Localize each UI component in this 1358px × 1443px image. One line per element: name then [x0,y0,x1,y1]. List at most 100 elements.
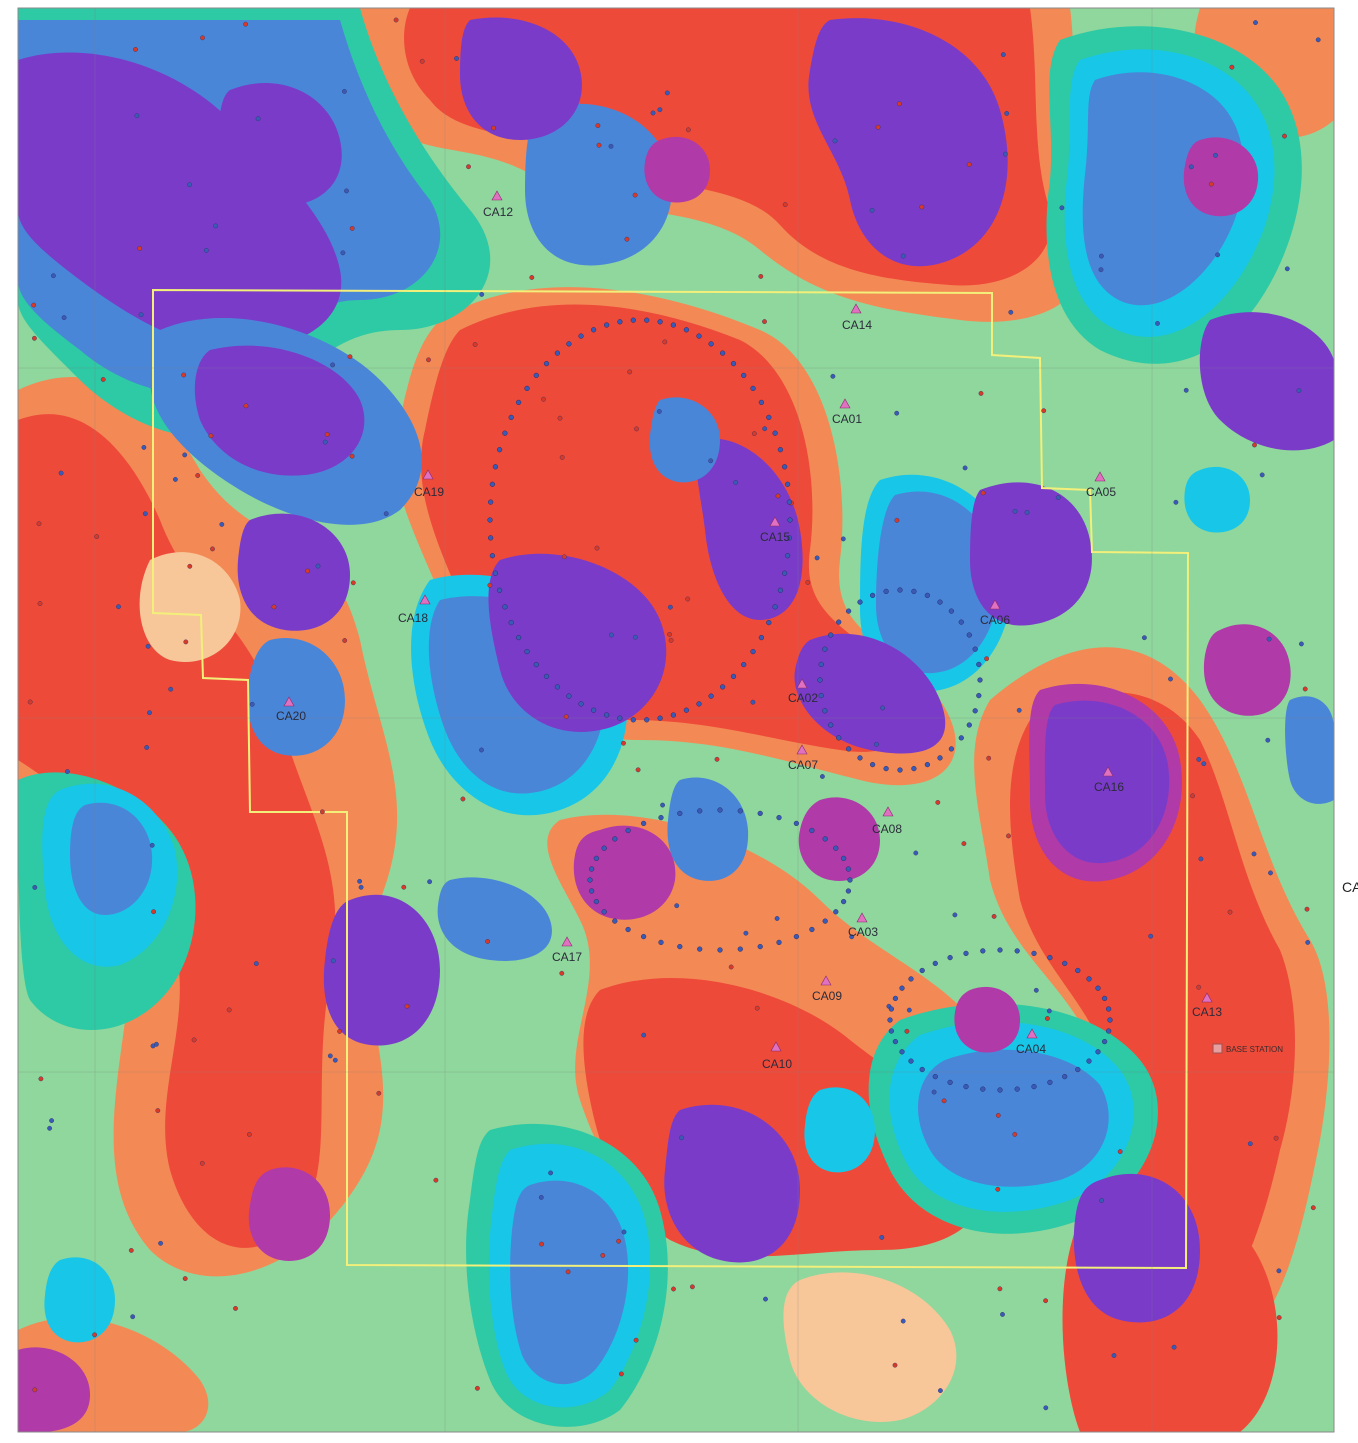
measurement-point [559,970,565,976]
station-label: CA09 [812,989,842,1003]
anomaly-band [804,1087,875,1173]
measurement-point [995,1186,1001,1192]
profile-point [1105,1006,1112,1012]
measurement-point [984,656,989,662]
measurement-point [168,686,174,692]
measurement-point [952,912,958,918]
profile-point [845,608,852,614]
measurement-point [608,143,614,149]
measurement-point [116,604,121,610]
measurement-point [1043,1298,1049,1304]
measurement-point [340,250,346,256]
anomaly-band [876,491,1000,674]
profile-point [601,909,607,915]
measurement-point [145,643,151,649]
profile-point [1031,1083,1037,1090]
measurement-point [674,903,680,909]
measurement-point [191,1037,197,1043]
measurement-point [991,914,997,919]
profile-point [911,588,917,595]
measurement-point [627,369,633,375]
profile-point [793,820,800,827]
measurement-point [541,396,546,402]
profile-point [958,619,964,625]
station-triangle-icon [491,190,503,201]
measurement-point [1299,641,1304,647]
measurement-point [931,1089,937,1095]
profile-point [777,447,784,453]
measurement-point [557,415,563,421]
measurement-point [814,555,820,561]
profile-point [708,341,714,347]
measurement-point [1148,933,1154,939]
profile-point [845,866,852,872]
measurement-point [894,410,900,416]
station-triangle-icon [839,398,851,409]
anomaly-band [323,894,440,1046]
measurement-point [37,601,43,606]
profile-point [750,385,756,392]
profile-point [757,810,763,817]
profile-point [617,715,623,721]
measurement-point [419,58,425,64]
measurement-point [538,1195,544,1200]
measurement-point [203,247,209,253]
measurement-point [219,522,225,527]
profile-point [601,845,607,851]
measurement-point [941,1098,947,1104]
anomaly-band [783,1272,957,1422]
station-ca12: CA12 [483,190,513,219]
profile-point [772,604,778,610]
measurement-point [900,253,906,259]
measurement-point [1117,1149,1123,1155]
anomaly-band [954,986,1020,1053]
measurement-point [685,596,691,602]
measurement-point [134,113,140,119]
profile-point [578,333,584,339]
measurement-point [595,123,601,129]
profile-point [1075,1066,1081,1073]
anomaly-band [970,482,1092,626]
measurement-point [774,916,780,921]
station-triangle-icon [820,975,832,986]
measurement-point [1276,1268,1282,1274]
measurement-point [548,1170,553,1176]
profile-point [947,1079,953,1086]
station-ca19: CA19 [414,469,444,499]
measurement-point [1196,757,1202,762]
station-label: CA12 [483,205,513,219]
measurement-point [621,740,626,746]
station-triangle-icon [769,516,781,527]
profile-point [644,317,650,323]
measurement-point [249,701,255,707]
measurement-point [667,632,672,637]
profile-point [932,960,938,967]
measurement-point [253,961,259,966]
measurement-point [147,710,152,716]
profile-point [937,599,943,605]
measurement-point [49,1118,54,1124]
profile-point [793,933,800,940]
measurement-point [714,756,720,762]
profile-point [977,677,983,683]
measurement-point [880,705,885,711]
measurement-point [182,452,188,458]
profile-point [757,943,763,950]
measurement-point [539,1241,544,1247]
profile-point [492,464,499,470]
profile-point [908,1058,914,1064]
profile-point [502,430,508,436]
profile-point [1095,1049,1101,1055]
measurement-point [32,1387,38,1393]
station-label: CA08 [872,822,902,836]
anomaly-band [18,414,336,1248]
station-ca18: CA18 [398,594,431,625]
profile-point [972,646,978,652]
contour-bands [18,8,1334,1432]
profile-point [948,746,955,752]
anomaly-band [525,103,672,266]
measurement-point [36,521,42,527]
profile-point [543,361,550,367]
measurement-point [758,273,764,279]
